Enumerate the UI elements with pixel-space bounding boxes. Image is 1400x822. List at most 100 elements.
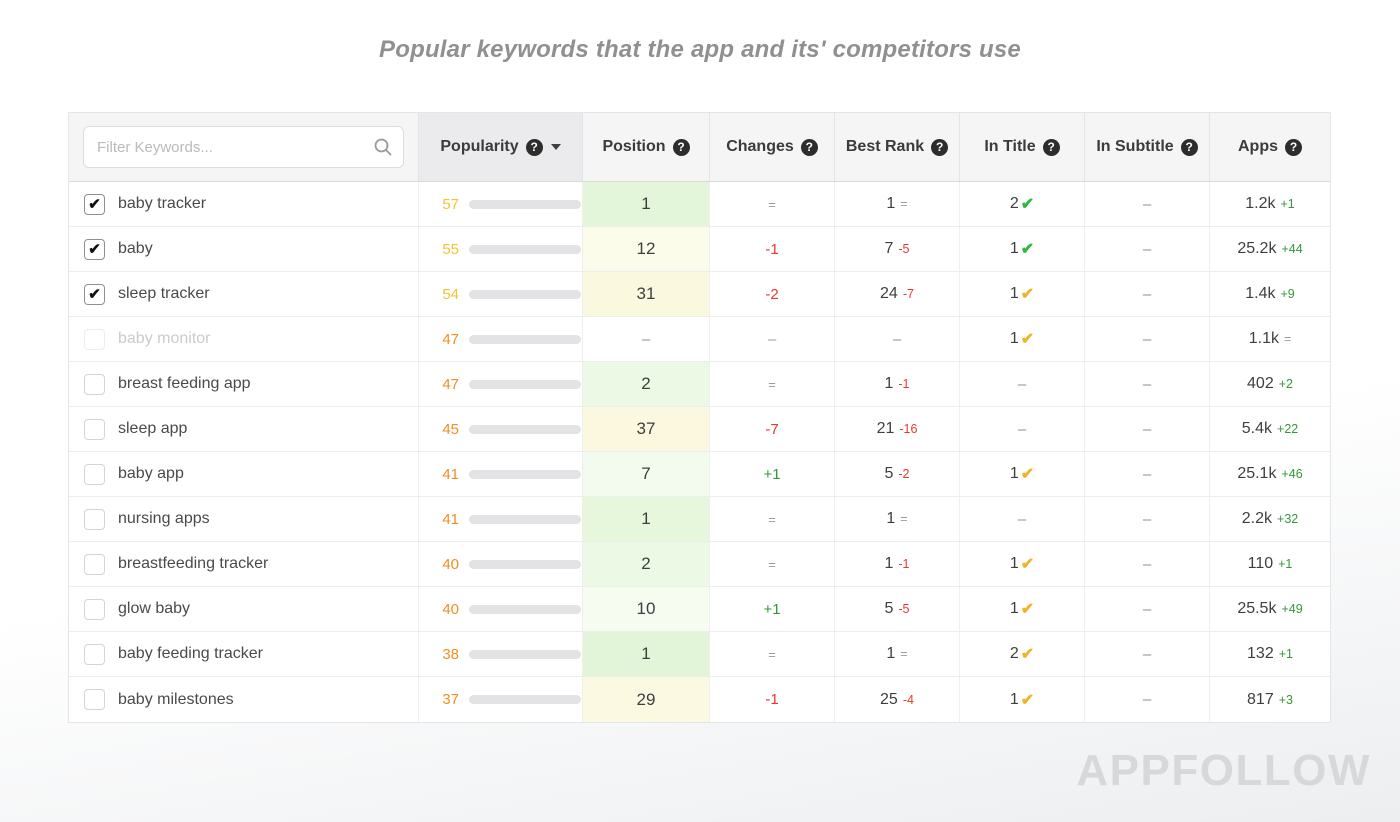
keyword-checkbox[interactable]: ✔ bbox=[84, 238, 105, 260]
help-icon[interactable]: ? bbox=[1042, 138, 1060, 156]
help-icon[interactable]: ? bbox=[525, 138, 543, 156]
page-title: Popular keywords that the app and its' c… bbox=[379, 36, 1021, 63]
help-icon[interactable]: ? bbox=[931, 138, 949, 156]
column-header-apps[interactable]: Apps? bbox=[1209, 113, 1330, 181]
keyword-checkbox[interactable]: ✔ bbox=[84, 598, 105, 620]
table-row: ✔ baby 55 12 -1 7 -5 1 ✔ –25.2k +44 bbox=[69, 227, 1330, 272]
position-cell: 1 bbox=[582, 632, 709, 676]
keyword-checkbox[interactable]: ✔ bbox=[84, 373, 105, 395]
in-title-value: 1 bbox=[1009, 555, 1019, 572]
popularity-bar bbox=[469, 559, 581, 569]
table-row: ✔ sleep tracker 54 31 -2 24 -7 1 ✔ –1.4k +9 bbox=[69, 272, 1330, 317]
in-subtitle-value: – bbox=[1142, 691, 1152, 708]
column-header-popularity[interactable]: Popularity? bbox=[418, 113, 582, 181]
best-rank-value: 21 bbox=[876, 420, 895, 437]
changes-cell: = bbox=[709, 362, 834, 406]
in-title-value: 2 bbox=[1009, 195, 1019, 212]
keyword-checkbox[interactable]: ✔ bbox=[84, 418, 105, 440]
column-header-label: Best Rank bbox=[845, 138, 925, 155]
best-rank-cell: 24 -7 bbox=[834, 272, 959, 316]
apps-cell: 110 +1 bbox=[1209, 542, 1330, 586]
in-title-value: 1 bbox=[1009, 330, 1019, 347]
appfollow-watermark: APPFOLLOW bbox=[1076, 746, 1371, 795]
keyword-checkbox[interactable]: ✔ bbox=[84, 328, 105, 350]
popularity-bar bbox=[469, 424, 581, 434]
position-value: 37 bbox=[636, 419, 656, 438]
column-header-label: Position bbox=[602, 138, 666, 155]
table-row: ✔ sleep app 45 37 -7 21 -16 – – 5.4k +22 bbox=[69, 407, 1330, 452]
keyword-checkbox[interactable]: ✔ bbox=[84, 643, 105, 665]
popularity-bar bbox=[469, 244, 581, 254]
popularity-bar bbox=[469, 649, 581, 659]
column-header-changes[interactable]: Changes? bbox=[709, 113, 834, 181]
in-title-cell: 1 ✔ bbox=[959, 452, 1084, 496]
best-rank-delta: -7 bbox=[902, 287, 914, 301]
popularity-bar bbox=[469, 334, 581, 344]
search-input-wrap bbox=[83, 126, 404, 168]
help-icon[interactable]: ? bbox=[672, 138, 690, 156]
keyword-checkbox[interactable]: ✔ bbox=[84, 553, 105, 575]
in-subtitle-value: – bbox=[1142, 195, 1152, 213]
in-title-check-icon: ✔ bbox=[1020, 286, 1035, 303]
changes-value: = bbox=[768, 376, 776, 392]
changes-value: = bbox=[768, 556, 776, 572]
position-cell: 31 bbox=[582, 272, 709, 316]
changes-value: = bbox=[768, 646, 776, 662]
in-title-cell: 1 ✔ bbox=[959, 677, 1084, 722]
column-header-in-title[interactable]: In Title? bbox=[959, 113, 1084, 181]
help-icon[interactable]: ? bbox=[800, 138, 818, 156]
in-title-cell: 1 ✔ bbox=[959, 272, 1084, 316]
apps-cell: 402 +2 bbox=[1209, 362, 1330, 406]
popularity-bar bbox=[469, 289, 581, 299]
filter-keywords-input[interactable] bbox=[83, 126, 404, 168]
changes-cell: – bbox=[709, 317, 834, 361]
column-header-in-subtitle[interactable]: In Subtitle? bbox=[1084, 113, 1209, 181]
best-rank-delta: -16 bbox=[899, 422, 918, 436]
position-value: 29 bbox=[636, 689, 656, 709]
best-rank-delta: -1 bbox=[898, 557, 910, 571]
best-rank-delta: -5 bbox=[898, 242, 910, 256]
keyword-checkbox[interactable]: ✔ bbox=[84, 193, 105, 215]
keyword-checkbox[interactable]: ✔ bbox=[84, 283, 105, 305]
keyword-checkbox[interactable]: ✔ bbox=[84, 463, 105, 485]
help-icon[interactable]: ? bbox=[1285, 138, 1302, 156]
changes-cell: +1 bbox=[709, 587, 834, 631]
apps-value: 5.4k bbox=[1241, 420, 1273, 437]
in-title-cell: 1 ✔ bbox=[959, 542, 1084, 586]
in-subtitle-cell: – bbox=[1084, 632, 1209, 676]
best-rank-delta: = bbox=[900, 512, 908, 526]
sort-desc-caret-icon bbox=[550, 144, 561, 150]
in-subtitle-cell: – bbox=[1084, 182, 1209, 226]
keyword-checkbox[interactable]: ✔ bbox=[84, 689, 105, 710]
table-header: Popularity?Position?Changes?Best Rank?In… bbox=[69, 113, 1330, 182]
changes-value: +1 bbox=[763, 600, 781, 618]
apps-delta: +1 bbox=[1278, 647, 1293, 661]
popularity-bar bbox=[469, 199, 581, 209]
in-title-dash: – bbox=[1017, 420, 1027, 438]
in-subtitle-value: – bbox=[1142, 285, 1152, 303]
changes-value: = bbox=[768, 511, 776, 527]
position-cell: 37 bbox=[582, 407, 709, 451]
in-subtitle-value: – bbox=[1142, 330, 1152, 348]
keyword-label: baby feeding tracker bbox=[118, 645, 263, 662]
changes-cell: -2 bbox=[709, 272, 834, 316]
help-icon[interactable]: ? bbox=[1180, 138, 1198, 156]
best-rank-cell: 5 -2 bbox=[834, 452, 959, 496]
in-subtitle-cell: – bbox=[1084, 542, 1209, 586]
in-title-dash: – bbox=[1017, 510, 1027, 528]
popularity-cell: 37 bbox=[418, 677, 582, 722]
apps-value: 817 bbox=[1247, 690, 1274, 708]
column-header-best-rank[interactable]: Best Rank? bbox=[834, 113, 959, 181]
apps-delta: +2 bbox=[1278, 377, 1293, 391]
best-rank-value: 24 bbox=[880, 285, 898, 302]
best-rank-cell: 1 = bbox=[834, 497, 959, 541]
keyword-checkbox[interactable]: ✔ bbox=[84, 508, 105, 530]
popularity-value: 41 bbox=[442, 465, 459, 483]
in-subtitle-cell: – bbox=[1084, 497, 1209, 541]
in-title-value: 1 bbox=[1009, 465, 1019, 482]
column-header-position[interactable]: Position? bbox=[582, 113, 709, 181]
in-title-cell: 1 ✔ bbox=[959, 317, 1084, 361]
in-title-cell: – bbox=[959, 362, 1084, 406]
